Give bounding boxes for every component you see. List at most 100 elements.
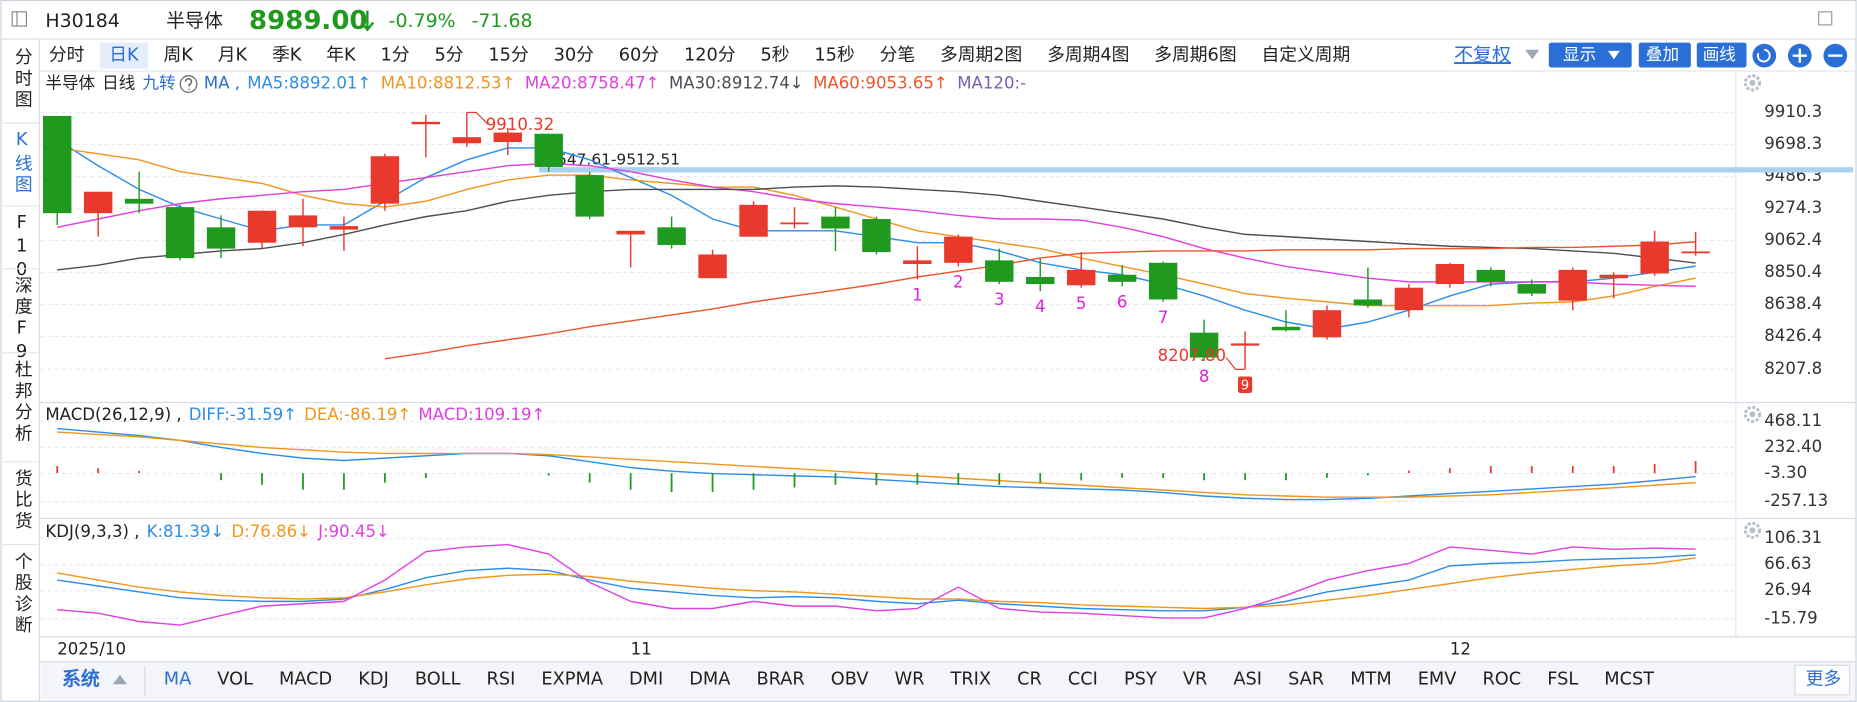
indicator-tab[interactable]: CCI xyxy=(1068,670,1098,690)
indicator-tab[interactable]: OBV xyxy=(831,670,869,690)
period-tab[interactable]: 15秒 xyxy=(814,45,854,66)
indicator-tab[interactable]: WR xyxy=(895,670,925,690)
stock-name: 半导体 xyxy=(166,10,223,32)
candle-body xyxy=(1107,274,1137,282)
legend-entry: MA60:9053.65↑ xyxy=(813,74,948,93)
period-tab[interactable]: 60分 xyxy=(619,45,660,66)
candle-body xyxy=(821,216,850,229)
indicator-tab[interactable]: DMI xyxy=(629,670,663,690)
candle-body xyxy=(944,236,973,263)
count-label: 5 xyxy=(1076,294,1087,313)
period-tab[interactable]: 多周期4图 xyxy=(1047,45,1129,66)
adjust-select[interactable]: 不复权 xyxy=(1454,44,1511,66)
settings-icon[interactable] xyxy=(1743,521,1762,539)
candle-body xyxy=(1640,241,1669,274)
indicator-line xyxy=(57,185,1696,271)
settings-icon xyxy=(1749,79,1756,86)
indicator-tab[interactable]: VOL xyxy=(217,670,253,690)
period-tab[interactable]: 周K xyxy=(164,46,195,66)
refresh-button[interactable] xyxy=(1752,43,1777,68)
indicator-tab[interactable]: CR xyxy=(1017,670,1042,690)
period-tab[interactable]: 多周期2图 xyxy=(940,45,1022,66)
indicator-tab[interactable]: MA xyxy=(164,670,191,690)
candle-body xyxy=(657,227,686,245)
indicator-tab[interactable]: EMV xyxy=(1418,670,1457,690)
help-icon[interactable] xyxy=(179,75,198,93)
candle-body xyxy=(1435,264,1465,285)
candle-body xyxy=(165,207,195,259)
candle-body xyxy=(862,219,891,253)
indicator-tab[interactable]: MACD xyxy=(279,670,332,690)
indicator-tab[interactable]: SAR xyxy=(1288,670,1324,690)
period-tab[interactable]: 5秒 xyxy=(760,45,789,66)
settings-icon[interactable] xyxy=(1743,74,1762,92)
system-tab[interactable]: 系统 xyxy=(62,667,100,690)
period-tab[interactable]: 分时 xyxy=(49,45,85,66)
period-tab[interactable]: 120分 xyxy=(684,45,736,66)
indicator-tab[interactable]: RSI xyxy=(487,670,516,690)
indicator-tab[interactable]: BRAR xyxy=(756,670,804,690)
count-label: 6 xyxy=(1117,293,1128,312)
sidebar-item[interactable]: 货比货 xyxy=(12,468,33,532)
x-tick-label: 2025/10 xyxy=(57,639,126,658)
sidebar-item[interactable]: F10 xyxy=(12,213,32,284)
label-leader xyxy=(1225,357,1246,370)
draw-label: 画线 xyxy=(1703,45,1736,64)
sidebar-item[interactable]: 个股诊断 xyxy=(12,551,33,637)
period-tab[interactable]: 30分 xyxy=(554,45,595,66)
period-tab[interactable]: 季K xyxy=(272,45,303,66)
indicator-tab[interactable]: FSL xyxy=(1547,670,1578,690)
period-tab[interactable]: 多周期6图 xyxy=(1154,45,1236,66)
candle-body xyxy=(370,156,400,204)
y-tick-label: 106.31 xyxy=(1764,528,1822,547)
period-tab[interactable]: 15分 xyxy=(488,45,529,66)
indicator-line xyxy=(57,557,1696,610)
indicator-tab[interactable]: ROC xyxy=(1482,670,1521,690)
period-tab[interactable]: 5分 xyxy=(434,45,463,66)
display-button[interactable] xyxy=(1548,42,1632,68)
indicator-tab[interactable]: MCST xyxy=(1604,670,1654,690)
period-tab[interactable]: 1分 xyxy=(381,45,410,66)
legend-entry: MACD:109.19↑ xyxy=(418,405,545,424)
indicator-tab[interactable]: ASI xyxy=(1233,670,1262,690)
legend-entry: MA5:8892.01↑ xyxy=(247,74,371,93)
period-tab[interactable]: 月K xyxy=(218,46,249,66)
candle-body xyxy=(206,227,236,249)
more-button[interactable] xyxy=(1794,664,1851,696)
period-tab[interactable]: 日K xyxy=(109,46,140,66)
count-badge xyxy=(1237,376,1253,394)
draw-button[interactable] xyxy=(1696,42,1747,68)
period-tab[interactable]: 分笔 xyxy=(880,45,916,66)
candle-body xyxy=(1148,262,1178,300)
candle-body xyxy=(411,121,441,125)
indicator-tab[interactable]: EXPMA xyxy=(541,670,603,690)
legend-ma: MA , xyxy=(204,74,240,93)
indicator-tab[interactable]: PSY xyxy=(1124,670,1157,690)
indicator-tab[interactable]: MTM xyxy=(1350,670,1391,690)
sidebar-item[interactable]: K线图 xyxy=(12,130,33,196)
settings-icon xyxy=(1749,527,1756,534)
indicator-tab[interactable]: KDJ xyxy=(358,670,389,690)
price-band xyxy=(539,167,1854,173)
indicator-tab[interactable]: VR xyxy=(1183,670,1207,690)
restore-icon[interactable] xyxy=(1818,11,1833,26)
sidebar-item[interactable]: 分时图 xyxy=(12,47,33,111)
indicator-tab[interactable]: BOLL xyxy=(415,670,461,690)
settings-icon[interactable] xyxy=(1743,405,1762,423)
sidebar-item[interactable]: 杜邦分析 xyxy=(12,359,33,445)
y-tick-label: 8426.4 xyxy=(1764,326,1822,345)
indicator-tab[interactable]: TRIX xyxy=(950,670,992,690)
y-tick-label: 468.11 xyxy=(1764,411,1822,430)
period-tab[interactable]: 自定义周期 xyxy=(1261,45,1350,66)
indicator-tab[interactable]: DMA xyxy=(689,670,730,690)
sidebar-item[interactable]: 深度F9 xyxy=(12,275,33,365)
candle-body xyxy=(903,260,932,265)
count-label: 2 xyxy=(953,272,964,291)
period-tab[interactable]: 年K xyxy=(326,45,357,66)
candle-body xyxy=(616,230,645,235)
candle-body xyxy=(1026,276,1055,285)
count-label: 3 xyxy=(994,290,1005,309)
overlay-button[interactable] xyxy=(1638,42,1691,68)
candle-body xyxy=(124,198,154,204)
